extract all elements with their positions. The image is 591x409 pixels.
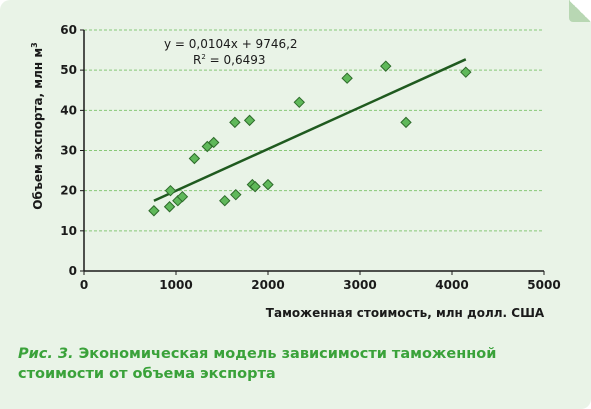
page-corner-decoration bbox=[569, 0, 591, 22]
data-point bbox=[249, 180, 261, 193]
data-point bbox=[341, 72, 353, 84]
data-point bbox=[229, 116, 241, 129]
y-tick-label: 50 bbox=[60, 63, 77, 77]
r-squared-label: R2 = 0,6493 bbox=[193, 53, 265, 67]
data-point bbox=[230, 188, 242, 201]
x-tick-label: 2000 bbox=[251, 278, 284, 292]
data-point bbox=[176, 190, 189, 203]
data-point bbox=[208, 136, 220, 149]
data-point bbox=[400, 116, 412, 129]
data-point bbox=[293, 96, 305, 109]
x-tick-label: 5000 bbox=[527, 278, 560, 292]
data-point bbox=[148, 205, 160, 217]
x-tick-label: 4000 bbox=[435, 278, 468, 292]
y-tick-label: 40 bbox=[60, 103, 77, 117]
data-point bbox=[380, 60, 392, 72]
data-points bbox=[148, 60, 472, 217]
regression-equation: y = 0,0104x + 9746,2 bbox=[164, 37, 298, 51]
y-tick-label: 30 bbox=[60, 144, 77, 158]
axes bbox=[80, 29, 545, 275]
data-point bbox=[219, 195, 231, 207]
data-point bbox=[164, 184, 177, 197]
data-point bbox=[243, 114, 256, 127]
x-axis-label: Таможенная стоимость, млн долл. США bbox=[266, 306, 545, 320]
data-point bbox=[460, 66, 472, 78]
x-tick-label: 0 bbox=[80, 278, 88, 292]
y-tick-labels: 0 10 20 30 40 50 60 bbox=[60, 23, 77, 278]
y-tick-label: 20 bbox=[60, 184, 77, 198]
trend-line-group bbox=[153, 58, 467, 202]
x-tick-label: 3000 bbox=[343, 278, 376, 292]
y-tick-label: 60 bbox=[60, 23, 77, 37]
x-tick-label: 1000 bbox=[159, 278, 192, 292]
y-tick-label: 0 bbox=[69, 264, 77, 278]
data-point bbox=[262, 178, 274, 191]
data-point bbox=[163, 201, 176, 213]
caption-number: Рис. 3. bbox=[18, 346, 74, 362]
y-tick-label: 10 bbox=[60, 224, 77, 238]
trend-line bbox=[153, 58, 467, 202]
caption-text: Экономическая модель зависимости таможен… bbox=[18, 346, 497, 382]
data-point bbox=[188, 152, 201, 165]
gridlines bbox=[84, 29, 544, 232]
x-tick-labels: 0 1000 2000 3000 4000 5000 bbox=[80, 278, 561, 292]
y-axis-label: Объем экспорта, млн м3 bbox=[30, 42, 45, 209]
figure-caption: Рис. 3. Экономическая модель зависимости… bbox=[18, 344, 578, 384]
